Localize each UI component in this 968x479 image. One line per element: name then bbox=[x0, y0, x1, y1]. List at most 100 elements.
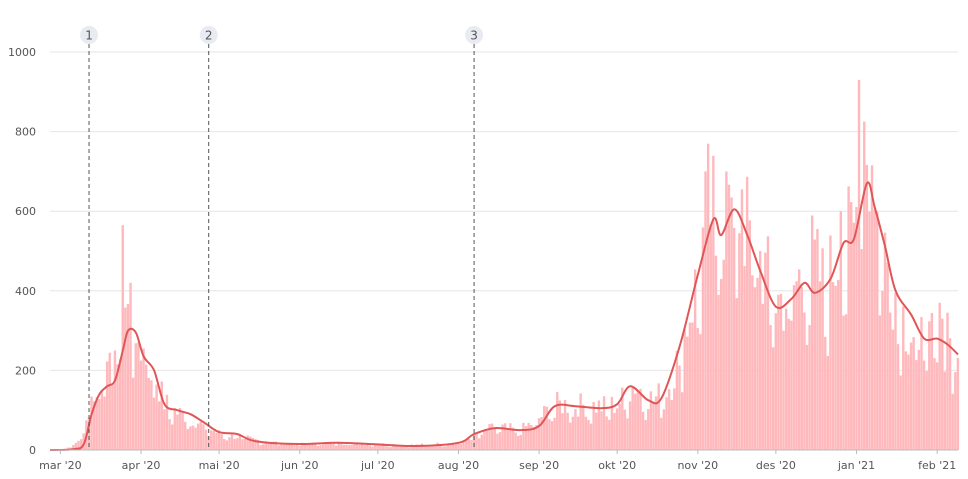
bar bbox=[236, 438, 239, 450]
bar bbox=[870, 165, 874, 450]
bar bbox=[680, 392, 684, 450]
bar bbox=[631, 388, 634, 450]
bar bbox=[769, 325, 772, 450]
bar bbox=[639, 388, 642, 450]
bar bbox=[259, 445, 262, 450]
bar bbox=[824, 336, 827, 450]
bar bbox=[558, 400, 562, 450]
bar bbox=[930, 312, 934, 450]
bar bbox=[345, 444, 348, 450]
bar bbox=[490, 423, 494, 450]
x-tick-label: feb '21 bbox=[918, 459, 956, 472]
bar bbox=[696, 327, 699, 450]
bar bbox=[303, 443, 307, 450]
bar bbox=[493, 428, 496, 450]
bar bbox=[928, 321, 931, 450]
bar bbox=[223, 439, 226, 450]
bar bbox=[457, 443, 460, 450]
bar bbox=[134, 343, 137, 450]
bar bbox=[74, 442, 78, 450]
bar bbox=[748, 220, 751, 450]
bar bbox=[524, 426, 528, 450]
bar bbox=[157, 401, 161, 450]
bar bbox=[654, 396, 658, 450]
bar bbox=[956, 358, 960, 450]
bar bbox=[761, 303, 764, 450]
bar bbox=[693, 269, 697, 450]
x-tick-label: jun '20 bbox=[280, 459, 319, 472]
bar bbox=[595, 412, 598, 450]
bar bbox=[415, 444, 418, 450]
bar bbox=[613, 412, 616, 450]
x-axis-ticks: mar '20 apr '20 mai '20 jun '20 jul '20 aug '… bbox=[39, 450, 956, 472]
bar bbox=[243, 438, 247, 450]
bar bbox=[504, 423, 507, 450]
bar bbox=[72, 445, 75, 450]
bar bbox=[706, 143, 710, 451]
bar bbox=[530, 425, 533, 450]
bar bbox=[727, 184, 731, 450]
bar bbox=[855, 207, 858, 450]
bar bbox=[652, 401, 655, 450]
bar bbox=[407, 447, 411, 450]
bar bbox=[894, 292, 897, 450]
bar bbox=[571, 416, 575, 450]
bar bbox=[688, 322, 692, 450]
bar bbox=[399, 445, 403, 450]
bar bbox=[449, 445, 452, 450]
bar bbox=[850, 202, 853, 450]
bar bbox=[389, 447, 392, 450]
bar bbox=[446, 444, 450, 450]
marker-badge[interactable] bbox=[199, 26, 218, 44]
x-tick-label: jan '21 bbox=[837, 459, 875, 472]
bar bbox=[298, 445, 301, 450]
bar bbox=[295, 444, 299, 450]
bar bbox=[121, 225, 124, 450]
bar bbox=[368, 445, 372, 450]
bar bbox=[160, 381, 163, 450]
bar bbox=[915, 360, 918, 450]
bar bbox=[228, 437, 231, 450]
bar bbox=[79, 439, 83, 450]
x-tick-label: okt '20 bbox=[598, 459, 636, 472]
bar bbox=[238, 434, 242, 450]
bar bbox=[563, 400, 567, 450]
marker-badge[interactable] bbox=[80, 26, 99, 44]
bar bbox=[324, 442, 327, 450]
bar bbox=[189, 426, 192, 450]
bar bbox=[863, 121, 866, 451]
bar bbox=[771, 347, 775, 450]
bar bbox=[462, 441, 465, 450]
bar bbox=[790, 320, 793, 450]
bar bbox=[373, 444, 377, 450]
bar bbox=[935, 362, 939, 450]
bar bbox=[514, 432, 517, 450]
bar bbox=[660, 417, 663, 450]
bar bbox=[922, 360, 926, 450]
marker-badge[interactable] bbox=[465, 26, 484, 44]
bar bbox=[150, 380, 153, 450]
bar bbox=[509, 423, 512, 450]
bar bbox=[792, 285, 796, 450]
bar bbox=[709, 224, 712, 450]
bar bbox=[379, 444, 382, 450]
bar bbox=[441, 446, 444, 450]
y-tick-label: 1000 bbox=[8, 46, 36, 59]
bar bbox=[701, 227, 705, 450]
bar bbox=[615, 408, 619, 450]
bar bbox=[712, 155, 715, 451]
bar bbox=[847, 186, 850, 450]
bar bbox=[732, 227, 736, 450]
x-tick-label: apr '20 bbox=[122, 459, 161, 472]
bar bbox=[498, 432, 502, 450]
bar bbox=[137, 342, 140, 450]
bar bbox=[896, 344, 900, 450]
bar bbox=[272, 441, 275, 450]
moving-average-line bbox=[49, 181, 959, 451]
bar bbox=[569, 422, 572, 450]
bar bbox=[90, 396, 93, 450]
bar bbox=[805, 344, 809, 450]
bar bbox=[777, 294, 780, 450]
bar bbox=[431, 444, 434, 450]
bar bbox=[397, 445, 400, 450]
